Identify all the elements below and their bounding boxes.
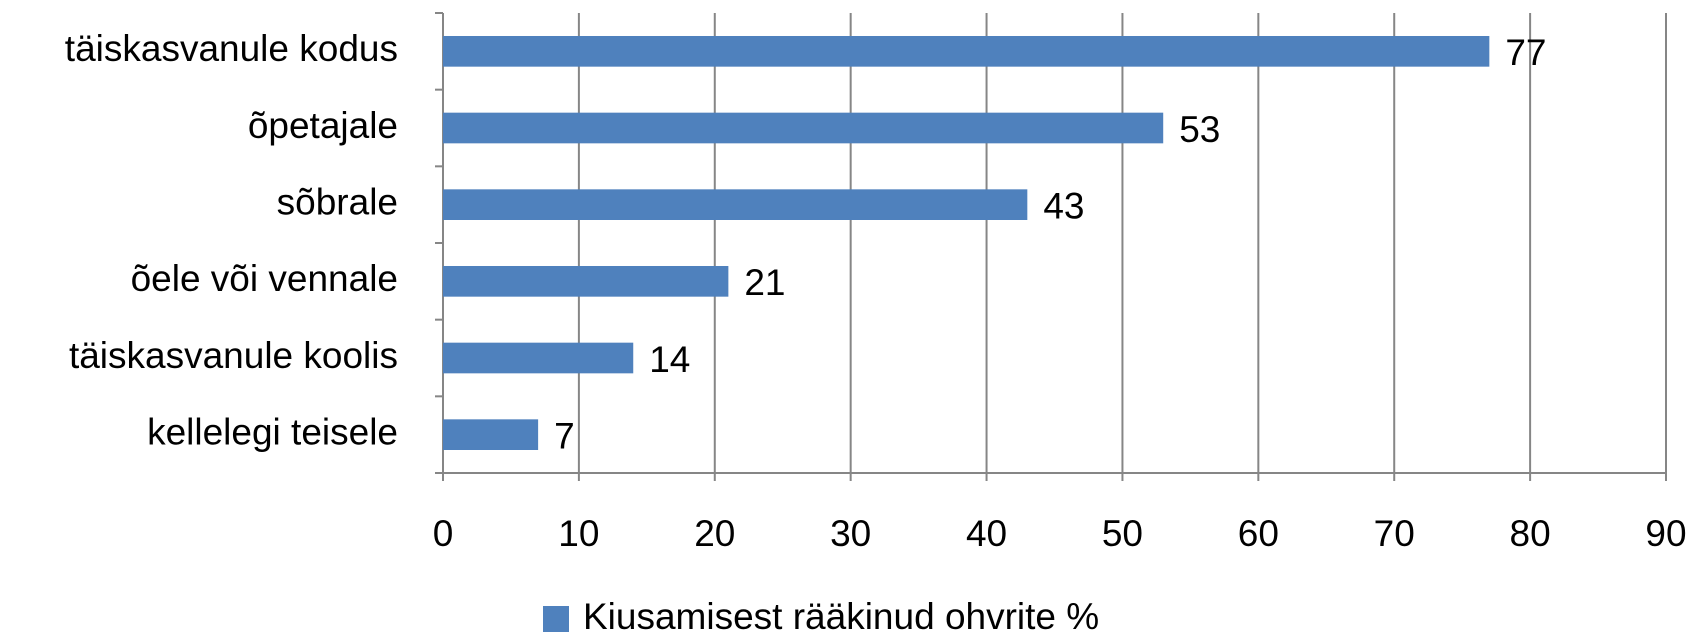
x-tick-label: 80 — [1510, 513, 1551, 554]
x-tick-label: 10 — [558, 513, 599, 554]
y-tick-label: sõbrale — [277, 181, 398, 222]
y-tick-label: täiskasvanule kodus — [65, 28, 398, 69]
bar — [443, 419, 539, 450]
value-label: 53 — [1179, 109, 1220, 150]
bar — [443, 112, 1164, 144]
bar — [443, 266, 729, 297]
y-tick-label: täiskasvanule koolis — [69, 335, 398, 376]
x-tick-label: 50 — [1102, 513, 1143, 554]
x-tick-label: 70 — [1374, 513, 1415, 554]
x-tick-label: 40 — [966, 513, 1007, 554]
bar — [443, 36, 1490, 67]
legend-swatch — [543, 606, 569, 632]
x-tick-label: 0 — [433, 513, 454, 554]
value-label: 21 — [744, 262, 785, 303]
x-tick-label: 30 — [830, 513, 871, 554]
value-label: 77 — [1505, 32, 1546, 73]
value-label: 43 — [1043, 185, 1084, 226]
x-tick-label: 20 — [694, 513, 735, 554]
bar — [443, 342, 634, 374]
x-tick-label: 60 — [1238, 513, 1279, 554]
x-tick-label: 90 — [1645, 513, 1686, 554]
y-tick-label: kellelegi teisele — [147, 411, 398, 452]
value-label: 14 — [649, 339, 690, 380]
y-tick-label: õpetajale — [248, 105, 398, 146]
legend-label: Kiusamisest rääkinud ohvrite % — [583, 596, 1099, 634]
bar — [443, 189, 1028, 220]
y-tick-label: õele või vennale — [131, 258, 398, 299]
value-label: 7 — [554, 415, 575, 456]
